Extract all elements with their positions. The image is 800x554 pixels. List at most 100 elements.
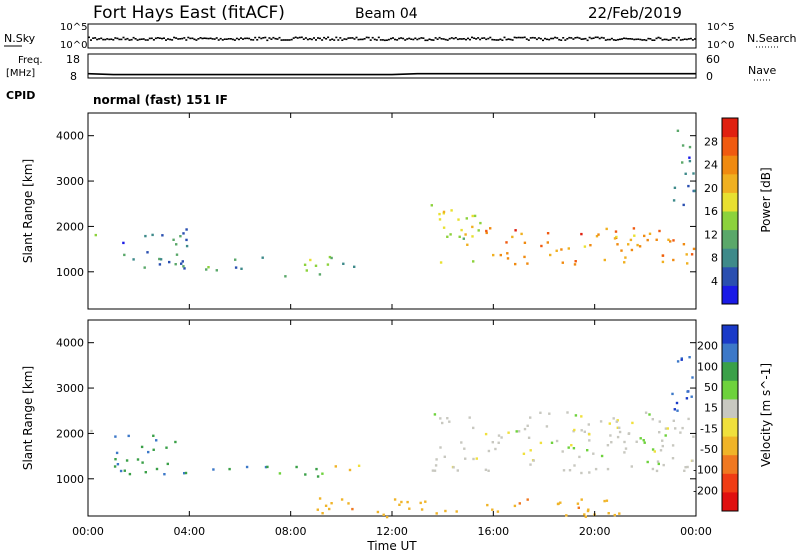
- noise-point: [669, 38, 672, 41]
- noise-point: [240, 37, 242, 39]
- velocity-cell: [441, 421, 444, 425]
- velocity-cell: [671, 444, 675, 447]
- power-cell: [583, 245, 587, 248]
- noise-point: [641, 39, 644, 41]
- velocity-cell: [435, 458, 438, 461]
- noise-point: [272, 36, 275, 39]
- velocity-cell: [599, 420, 603, 423]
- velocity-cell: [518, 502, 521, 505]
- power-cell: [465, 217, 468, 220]
- velocity-cell: [587, 508, 590, 511]
- noise-point: [548, 38, 551, 41]
- velocity-cell: [487, 469, 490, 472]
- velocity-cell: [586, 509, 590, 513]
- velocity-cell: [658, 431, 661, 434]
- velocity-cell: [128, 472, 132, 476]
- velocity-cell: [264, 465, 268, 469]
- noise-point: [361, 38, 364, 41]
- colorbar-frame: [721, 324, 739, 512]
- noise-left-tick-top: 10^5: [60, 22, 87, 33]
- noise-point: [568, 36, 571, 39]
- velocity-cell: [165, 446, 168, 449]
- noise-point: [665, 38, 668, 41]
- noise-point: [321, 39, 324, 41]
- noise-point: [659, 37, 662, 40]
- power-cell: [168, 260, 171, 264]
- noise-point: [201, 37, 204, 40]
- velocity-cell: [572, 430, 575, 433]
- noise-point: [633, 38, 636, 41]
- noise-point: [146, 39, 149, 41]
- colorbar-segment: [722, 492, 738, 512]
- velocity-cell: [439, 417, 442, 420]
- nsearch-label: N.Search: [747, 32, 797, 45]
- velocity-cell: [491, 508, 494, 511]
- noise-point: [485, 38, 488, 41]
- noise-point: [144, 39, 147, 41]
- velocity-cell: [605, 499, 609, 502]
- velocity-cell: [661, 439, 664, 442]
- noise-point: [258, 36, 261, 39]
- noise-point: [689, 37, 692, 40]
- noise-point: [454, 37, 457, 39]
- velocity-cell: [651, 467, 655, 471]
- velocity-cell: [141, 461, 144, 464]
- noise-point: [523, 36, 526, 39]
- power-cell: [506, 257, 510, 260]
- velocity-cell: [643, 441, 646, 444]
- colorbar-tick-label: -200: [693, 484, 718, 497]
- colorbar-tick-label: 28: [704, 135, 718, 148]
- noise-point: [546, 38, 548, 41]
- velocity-cell: [529, 463, 532, 466]
- noise-point: [531, 36, 534, 39]
- velocity-cell: [662, 463, 665, 467]
- colorbar-segment: [722, 229, 738, 249]
- velocity-cell: [419, 501, 422, 505]
- colorbar-segment: [722, 380, 738, 400]
- velocity-cell: [550, 441, 554, 444]
- power-cell: [616, 243, 619, 246]
- noise-point: [302, 38, 305, 40]
- power-cell: [174, 263, 177, 266]
- velocity-cell: [674, 427, 677, 430]
- noise-point: [300, 36, 303, 39]
- noise-point: [333, 39, 336, 41]
- noise-point: [156, 37, 159, 39]
- noise-point: [554, 36, 557, 39]
- power-cell: [326, 263, 330, 266]
- noise-point: [594, 36, 597, 39]
- power-cell: [439, 261, 443, 264]
- colorbar-tick-label: 4: [711, 275, 718, 288]
- noise-point: [600, 36, 603, 39]
- colorbar-segment: [722, 399, 738, 419]
- noise-point: [163, 37, 165, 39]
- noise-point: [94, 37, 97, 39]
- noise-point: [584, 37, 587, 40]
- noise-point: [677, 36, 680, 39]
- noise-point: [535, 38, 538, 41]
- power-cell: [234, 258, 237, 261]
- noise-point: [225, 38, 228, 40]
- noise-point: [556, 37, 559, 39]
- velocity-cell: [400, 500, 403, 504]
- noise-point: [420, 37, 423, 39]
- y-tick-label: 3000: [56, 175, 84, 188]
- velocity-cell: [315, 467, 318, 471]
- power-cell: [485, 231, 488, 235]
- x-tick-label: 12:00: [376, 525, 408, 538]
- noise-point: [623, 37, 625, 40]
- power-cell: [94, 233, 97, 237]
- noise-point: [519, 36, 522, 39]
- velocity-cell: [500, 436, 503, 439]
- power-cell: [180, 262, 183, 265]
- noise-point: [467, 37, 469, 40]
- noise-point: [509, 38, 512, 41]
- velocity-cell: [494, 447, 497, 451]
- power-cell: [185, 244, 189, 248]
- velocity-cell: [673, 408, 676, 411]
- velocity-cell: [444, 509, 447, 513]
- power-cell: [540, 244, 543, 248]
- velocity-cell: [334, 465, 337, 468]
- velocity-cell: [433, 469, 437, 472]
- velocity-cell: [330, 502, 333, 505]
